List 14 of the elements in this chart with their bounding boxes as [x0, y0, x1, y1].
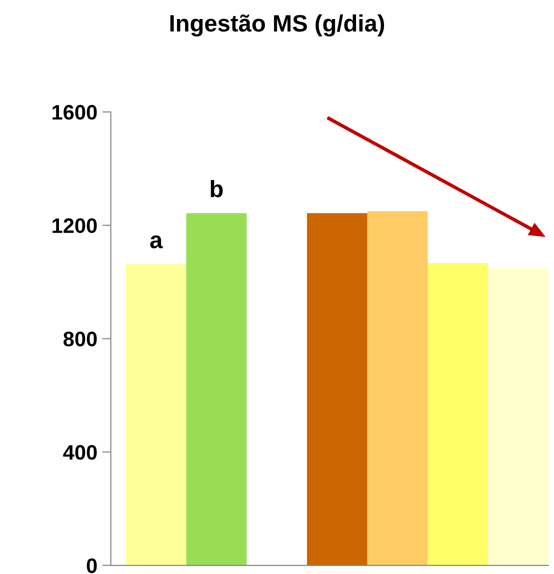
bar — [126, 264, 186, 566]
chart-title: Ingestão MS (g/dia) — [170, 14, 384, 36]
y-tick-label: 0 — [86, 558, 97, 574]
bar — [306, 213, 368, 566]
y-tick-label: 800 — [64, 332, 97, 346]
bar — [367, 211, 428, 566]
bar — [488, 268, 548, 566]
y-tick-label: 1600 — [52, 104, 97, 120]
y-tick-label: 1200 — [52, 218, 97, 234]
bar — [428, 262, 488, 566]
data-label: a — [150, 235, 163, 248]
data-label: b — [210, 180, 223, 198]
y-tick-label: 400 — [63, 445, 97, 460]
bar — [186, 213, 247, 566]
